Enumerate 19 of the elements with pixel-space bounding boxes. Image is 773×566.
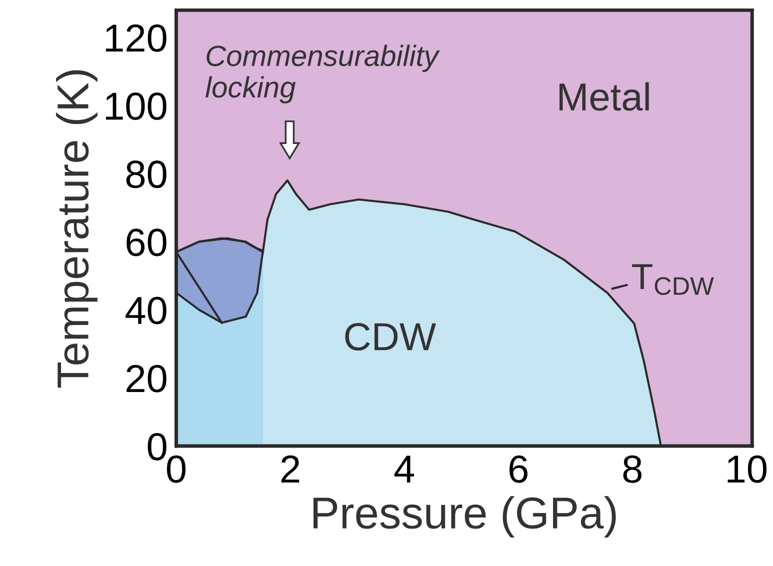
y-tick-label: 0 <box>148 432 166 460</box>
annotation: T$_{CDW}$ <box>632 264 714 296</box>
x-tick-label: 6 <box>510 455 528 483</box>
y-tick-label: 100 <box>106 92 166 120</box>
y-tick-label: 120 <box>106 24 166 52</box>
x-tick-label: 8 <box>623 455 642 483</box>
x-tick-label: 0 <box>166 455 186 483</box>
y-axis-title: Temperature (K) <box>56 70 98 388</box>
annotation: Commensurability locking <box>206 44 440 104</box>
x-axis-title: Pressure (GPa) <box>313 496 616 538</box>
y-tick-label: 20 <box>126 364 166 392</box>
annotation: CDW <box>345 322 436 351</box>
x-tick-label: 2 <box>281 455 300 483</box>
y-tick-label: 40 <box>126 296 166 324</box>
annotation: Metal <box>560 82 649 111</box>
y-tick-label: 80 <box>126 160 166 188</box>
y-tick-label: 60 <box>126 228 166 256</box>
x-tick-label: 10 <box>728 455 767 483</box>
x-tick-label: 4 <box>394 456 414 483</box>
